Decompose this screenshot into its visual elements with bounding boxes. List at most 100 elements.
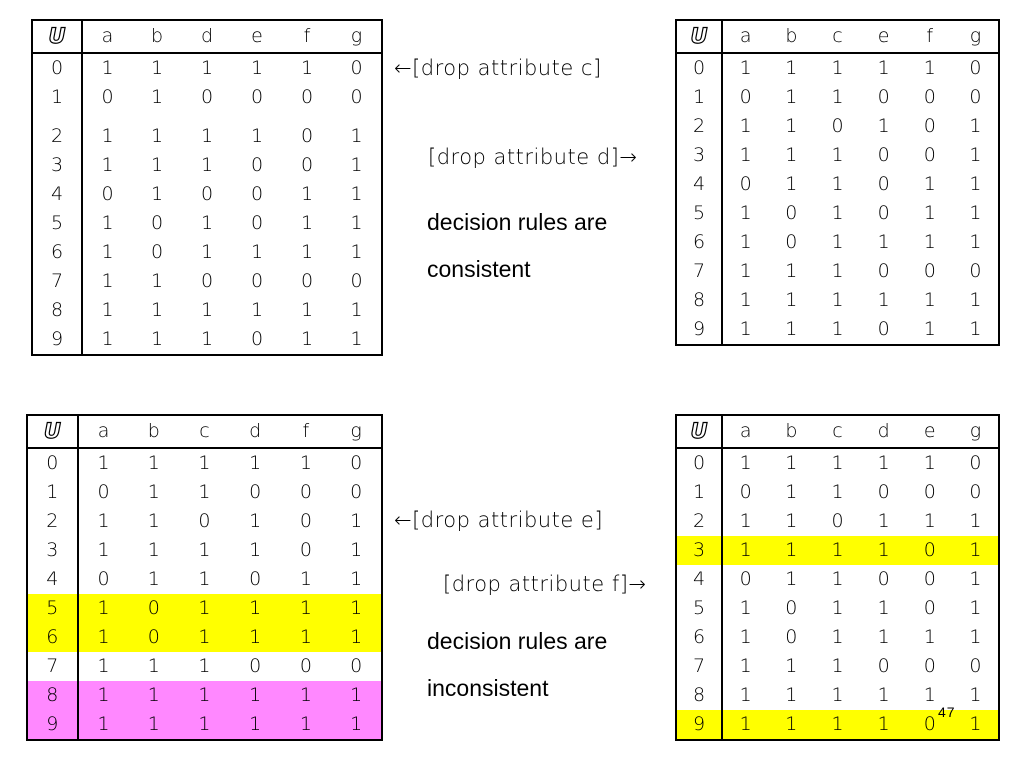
table-cell: 1 <box>249 539 262 561</box>
table-cell: 1 <box>147 568 160 590</box>
table-cell: 1 <box>229 681 281 710</box>
row-id-cell: 2 <box>32 112 83 151</box>
table-cell: 0 <box>969 260 982 282</box>
table-cell: 0 <box>923 260 936 282</box>
table-cell: 1 <box>831 452 844 474</box>
row-id-cell: 2 <box>676 507 724 536</box>
row-id-cell: 3 <box>32 151 83 180</box>
row-id-cell: 0 <box>676 448 724 478</box>
table-cell: 1 <box>739 202 752 224</box>
table-cell: 0 <box>350 270 363 292</box>
row-id-cell: 7 <box>27 652 79 681</box>
table-cell: 0 <box>877 260 890 282</box>
table-cell: 0 <box>101 86 114 108</box>
row-id-cell: 7 <box>676 257 724 286</box>
table-cell: 1 <box>923 57 936 79</box>
table-cell: 1 <box>739 626 752 648</box>
table-cell: 1 <box>150 299 164 321</box>
column-header-b: b <box>128 415 180 449</box>
row-id-cell: 4 <box>27 565 79 594</box>
table-cell: 1 <box>923 684 936 706</box>
table-cell: 0 <box>250 328 264 350</box>
row-id-cell: 2 <box>27 507 79 536</box>
table-cell: 1 <box>923 626 936 648</box>
table-cell: 0 <box>923 655 936 677</box>
table-cell: 1 <box>877 626 890 648</box>
table-cell: 0 <box>923 86 936 108</box>
table-cell: 1 <box>877 452 890 474</box>
table-cell: 1 <box>969 173 982 195</box>
column-header-f: f <box>906 20 953 54</box>
table-cell: 1 <box>923 289 936 311</box>
row-id-cell: 0 <box>32 53 83 83</box>
table-cell: 1 <box>969 289 982 311</box>
table-cell: 1 <box>785 655 798 677</box>
row-id-cell: 6 <box>27 623 79 652</box>
table-cell: 0 <box>739 481 752 503</box>
table-cell: 1 <box>147 655 160 677</box>
table-cell: 1 <box>150 328 164 350</box>
table-cell: 0 <box>877 144 890 166</box>
table-cell: 1 <box>831 231 844 253</box>
table-cell: 1 <box>785 481 798 503</box>
table-cell: 0 <box>250 86 264 108</box>
table-cell: 1 <box>300 299 314 321</box>
column-header-f: f <box>280 415 332 449</box>
consistent-message-line2: consistent <box>427 256 531 282</box>
table-cell: 0 <box>97 481 110 503</box>
table-cell: 0 <box>350 452 363 474</box>
column-header-U: U <box>676 20 724 54</box>
column-header-d: d <box>229 415 281 449</box>
table-cell: 1 <box>831 655 844 677</box>
table-cell: 0 <box>739 173 752 195</box>
table-cell: 1 <box>969 231 982 253</box>
row-id-cell: 5 <box>27 594 79 623</box>
table-cell: 1 <box>280 681 332 710</box>
table-cell: 1 <box>969 568 982 590</box>
table-cell: 1 <box>300 57 314 79</box>
table-cell: 0 <box>969 655 982 677</box>
table-cell: 1 <box>200 299 214 321</box>
column-header-c: c <box>179 415 230 449</box>
table-cell: 1 <box>739 684 752 706</box>
table-cell: 1 <box>814 710 861 740</box>
table-cell: 0 <box>877 86 890 108</box>
table-cell: 1 <box>969 144 982 166</box>
row-id-cell: 4 <box>32 180 83 209</box>
table-cell: 1 <box>739 510 752 532</box>
table-cell: 1 <box>128 681 180 710</box>
row-id-cell: 9 <box>32 325 83 355</box>
column-header-U: U <box>32 20 83 54</box>
table-cell: 1 <box>97 539 110 561</box>
table-cell: 1 <box>785 510 798 532</box>
table-cell: 1 <box>877 684 890 706</box>
table-cell: 1 <box>768 536 815 565</box>
table-cell: 1 <box>200 241 214 263</box>
table-cell: 1 <box>831 318 844 340</box>
table-cell: 1 <box>179 623 230 652</box>
table-cell: 1 <box>97 655 110 677</box>
table-cell: 1 <box>280 710 332 740</box>
table-cell: 0 <box>923 115 936 137</box>
table-cell: 1 <box>923 202 936 224</box>
table-cell: 1 <box>179 594 230 623</box>
row-id-cell: 5 <box>32 209 83 238</box>
inconsistent-message-line2: inconsistent <box>427 675 549 701</box>
table-cell: 1 <box>331 623 382 652</box>
table-cell: 0 <box>249 481 262 503</box>
row-id-cell: 9 <box>27 710 79 740</box>
table-cell: 0 <box>785 202 798 224</box>
inconsistent-message-line1: decision rules are <box>427 628 608 654</box>
